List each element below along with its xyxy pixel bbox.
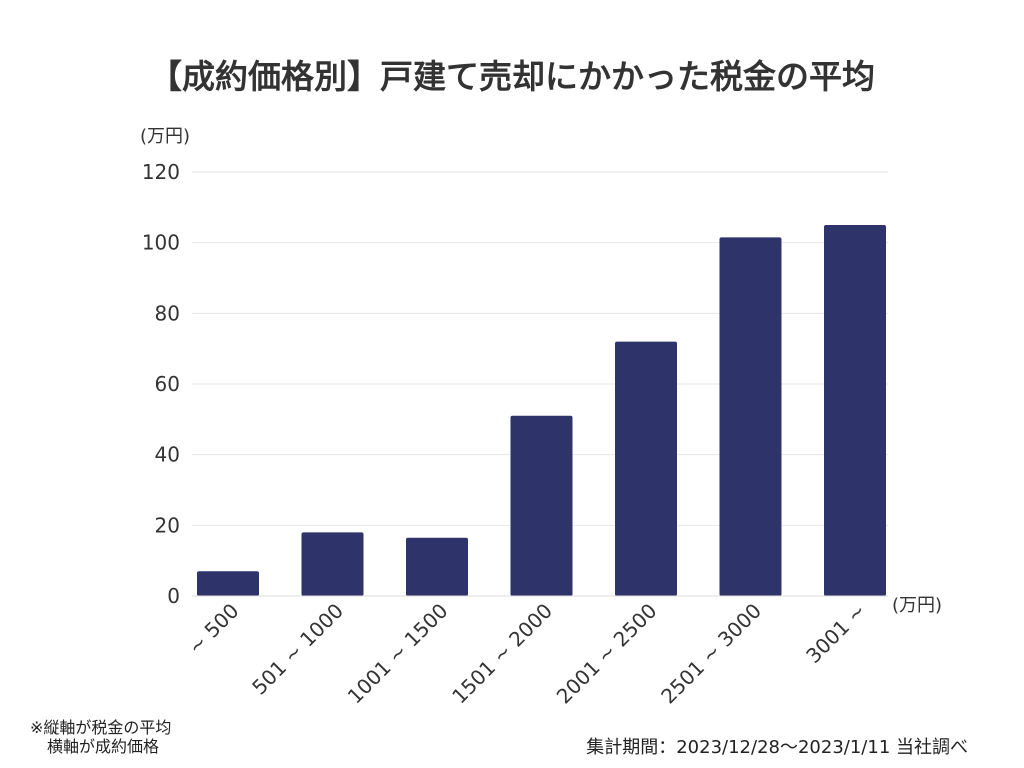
x-tick-label: 3001 ~: [801, 599, 870, 668]
y-tick-label: 100: [142, 231, 180, 255]
x-tick-label: 1001 ~ 1500: [343, 599, 453, 709]
bar: [719, 237, 782, 596]
y-tick-label: 120: [142, 160, 180, 184]
footnote-line2: 横軸が成約価格: [47, 737, 160, 756]
x-tick-label: 1501 ~ 2000: [447, 599, 557, 709]
y-axis-unit-label: (万円): [140, 126, 190, 147]
footnote-line1: ※縦軸が税金の平均: [30, 718, 172, 737]
bar: [824, 225, 886, 596]
source-note: 集計期間：2023/12/28〜2023/1/11 当社調べ: [586, 737, 968, 758]
bar: [406, 537, 468, 596]
y-tick-label: 0: [167, 584, 180, 608]
y-axis-ticks: 0 20 40 60 80 100 120: [142, 160, 180, 608]
chart-title: 【成約価格別】戸建て売却にかかった税金の平均: [149, 57, 875, 96]
y-tick-label: 20: [155, 513, 180, 537]
bar: [510, 415, 573, 596]
footnote: ※縦軸が税金の平均 横軸が成約価格: [30, 718, 171, 756]
y-tick-label: 40: [155, 443, 180, 467]
y-tick-label: 60: [155, 372, 180, 396]
x-axis-unit-label: (万円): [892, 595, 942, 616]
bar: [615, 341, 677, 596]
bar: [197, 571, 259, 596]
x-tick-label: 2501 ~ 3000: [656, 599, 766, 709]
bars: [197, 225, 886, 596]
x-tick-label: ~ 500: [183, 599, 243, 659]
y-tick-label: 80: [155, 301, 180, 325]
x-tick-label: 2001 ~ 2500: [552, 599, 662, 709]
bar: [301, 532, 364, 596]
x-tick-label: 501 ~ 1000: [247, 599, 348, 700]
